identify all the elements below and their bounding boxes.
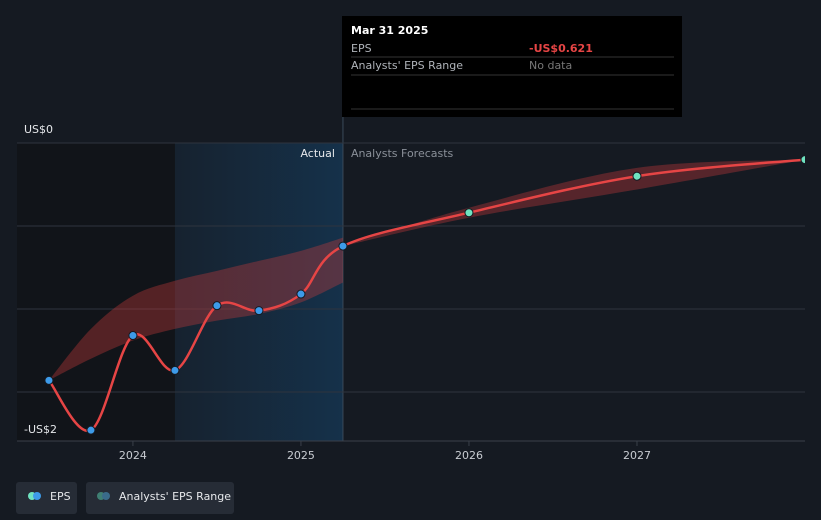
legend-swatch: [33, 492, 41, 500]
actual-highlight: [174, 143, 343, 441]
tooltip-value: -US$0.621: [529, 42, 593, 55]
eps-point: [44, 375, 54, 385]
x-tick-label: 2027: [623, 449, 651, 462]
tooltip-label: Analysts' EPS Range: [351, 59, 463, 72]
legend-button[interactable]: [16, 482, 77, 514]
eps-point: [128, 331, 138, 341]
legend-button[interactable]: [86, 482, 234, 514]
tooltip-value: No data: [529, 59, 572, 72]
x-tick-label: 2024: [119, 449, 147, 462]
eps-point: [254, 306, 264, 316]
tooltip-box: [342, 16, 682, 117]
tooltip-date: Mar 31 2025: [351, 24, 428, 37]
eps-range: [48, 237, 343, 381]
legend: EPS Analysts' EPS Range: [16, 482, 234, 514]
past-shade: [17, 143, 175, 441]
eps-point: [464, 208, 474, 218]
annotation: Analysts Forecasts: [351, 147, 454, 160]
y-tick-label: -US$2: [24, 423, 57, 436]
annotation: Actual: [300, 147, 334, 160]
legend-label: EPS: [50, 490, 71, 503]
eps-point: [338, 241, 348, 251]
x-tick-label: 2026: [455, 449, 483, 462]
y-tick-label: US$0: [24, 123, 53, 136]
legend-swatch: [102, 492, 110, 500]
x-tick-label: 2025: [287, 449, 315, 462]
eps-point: [296, 289, 306, 299]
eps-point: [800, 155, 805, 165]
tooltip: Mar 31 2025 EPS -US$0.621 Analysts' EPS …: [342, 16, 682, 117]
legend-label: Analysts' EPS Range: [119, 490, 231, 503]
tooltip-label: EPS: [351, 42, 372, 55]
eps-point: [170, 365, 180, 375]
eps-point: [212, 301, 222, 311]
eps-point: [86, 425, 96, 435]
eps-line: [47, 158, 805, 432]
eps-point: [632, 171, 642, 181]
